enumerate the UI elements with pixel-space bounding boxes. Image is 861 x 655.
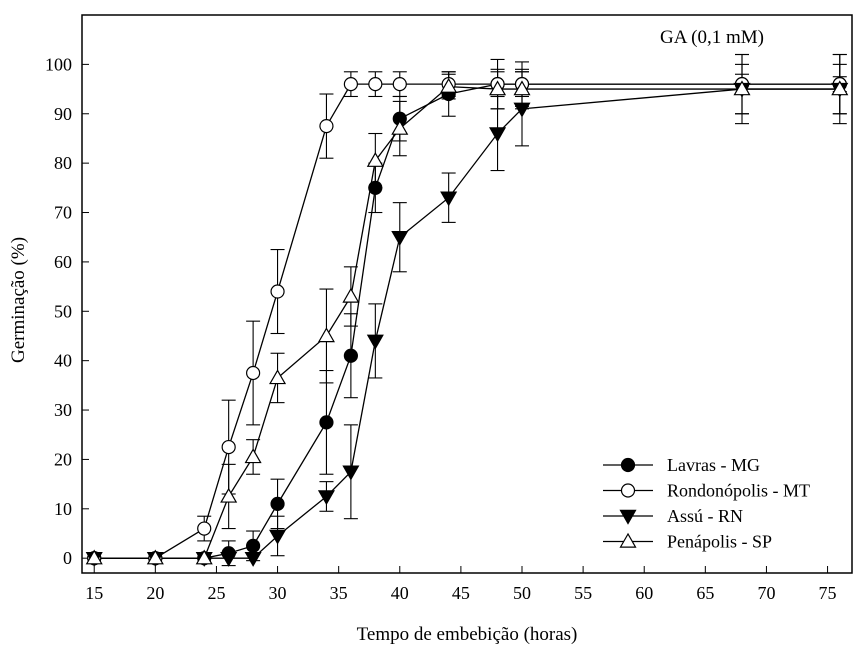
- y-tick-label: 10: [54, 499, 72, 519]
- data-point-1: [319, 119, 334, 134]
- data-point-3: [195, 549, 213, 565]
- data-point-0: [368, 180, 383, 195]
- data-point-2: [391, 230, 409, 246]
- data-point-3: [513, 80, 531, 96]
- data-point-2: [513, 102, 531, 118]
- data-point-1: [270, 284, 285, 299]
- x-tick-label: 70: [757, 583, 775, 603]
- data-point-2: [317, 490, 335, 506]
- legend-marker: [620, 483, 636, 498]
- data-point-0: [319, 415, 334, 430]
- x-tick-label: 55: [574, 583, 592, 603]
- data-point-3: [269, 369, 287, 385]
- data-point-1: [392, 77, 407, 92]
- data-point-3: [342, 287, 360, 303]
- data-point-1: [343, 77, 358, 92]
- data-point-0: [343, 348, 358, 363]
- x-tick-label: 75: [819, 583, 837, 603]
- x-axis-label: Tempo de embebição (horas): [357, 624, 578, 645]
- x-tick-label: 45: [452, 583, 470, 603]
- y-tick-label: 40: [54, 351, 72, 371]
- data-point-1: [197, 521, 212, 536]
- data-point-1: [246, 365, 261, 381]
- data-point-2: [269, 529, 287, 545]
- data-point-2: [220, 551, 238, 567]
- legend-marker: [619, 532, 637, 548]
- data-point-2: [489, 127, 507, 143]
- y-tick-label: 20: [54, 449, 72, 469]
- y-tick-label: 90: [54, 104, 72, 124]
- legend: Lavras - MG Rondonópolis - MT Assú - RN Pen…: [603, 455, 810, 552]
- data-point-2: [244, 551, 262, 567]
- data-point-0: [246, 538, 261, 553]
- legend-marker: [620, 457, 636, 473]
- data-point-3: [220, 487, 238, 503]
- x-tick-label: 35: [330, 583, 348, 603]
- y-tick-label: 100: [45, 54, 72, 74]
- y-tick-label: 80: [54, 153, 72, 173]
- x-tick-label: 40: [391, 583, 409, 603]
- legend-label: Assú - RN: [667, 506, 743, 526]
- x-tick-label: 25: [207, 583, 225, 603]
- x-tick-label: 50: [513, 583, 531, 603]
- data-point-1: [368, 77, 383, 92]
- legend-label: Lavras - MG: [667, 455, 760, 475]
- y-tick-label: 0: [63, 548, 72, 568]
- x-tick-label: 30: [269, 583, 287, 603]
- x-tick-label: 15: [85, 583, 103, 603]
- data-point-3: [244, 448, 262, 464]
- chart-annotation: GA (0,1 mM): [660, 27, 764, 48]
- data-point-3: [146, 549, 164, 565]
- data-point-2: [342, 465, 360, 481]
- legend-label: Rondonópolis - MT: [667, 481, 810, 501]
- y-axis-label: Germinação (%): [8, 237, 29, 363]
- data-point-1: [221, 439, 236, 455]
- data-point-3: [831, 80, 849, 96]
- legend-label: Penápolis - SP: [667, 532, 772, 552]
- data-point-2: [366, 334, 384, 350]
- data-point-0: [270, 496, 285, 511]
- data-point-3: [391, 119, 409, 135]
- data-point-3: [317, 327, 335, 343]
- data-point-3: [85, 549, 103, 565]
- axes-ticks: 15 20 25 30 35 40 45 50 55 60 65 70 75 0 10 20 30 40 50 60 7…: [45, 54, 837, 603]
- data-point-3: [733, 80, 751, 96]
- x-tick-label: 65: [696, 583, 714, 603]
- y-tick-label: 70: [54, 203, 72, 223]
- data-point-3: [366, 151, 384, 167]
- y-tick-label: 30: [54, 400, 72, 420]
- data-point-3: [440, 77, 458, 93]
- series-markers: [85, 77, 849, 567]
- x-tick-label: 60: [635, 583, 653, 603]
- x-tick-label: 20: [146, 583, 164, 603]
- plot-frame: [81, 14, 853, 574]
- data-point-2: [440, 191, 458, 207]
- y-tick-label: 60: [54, 252, 72, 272]
- legend-marker: [619, 509, 637, 525]
- data-point-3: [489, 80, 507, 96]
- y-tick-label: 50: [54, 301, 72, 321]
